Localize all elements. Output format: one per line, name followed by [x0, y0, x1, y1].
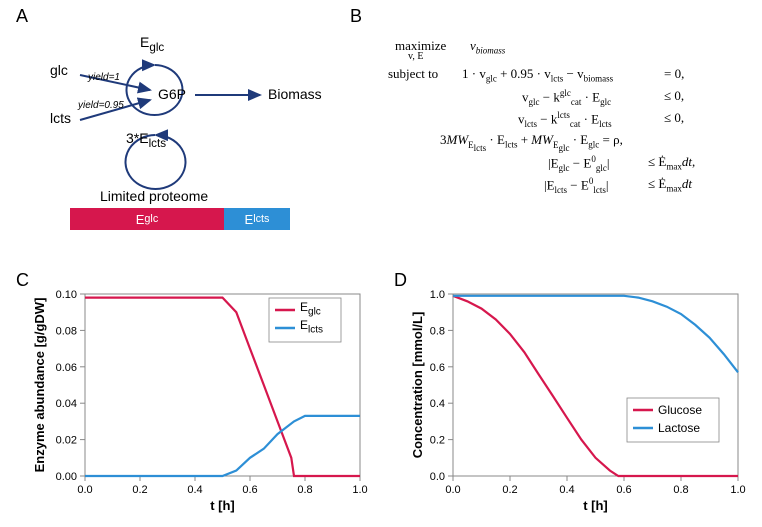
- xtick-label: 0.4: [559, 484, 574, 496]
- ytick-label: 0.6: [430, 362, 445, 374]
- diagram-biomass-label: Biomass: [268, 86, 322, 102]
- eq2-rhs: ≤ 0,: [664, 88, 684, 104]
- diagram-yield1: yield=1: [88, 72, 120, 83]
- panel-label-c: C: [16, 270, 29, 291]
- xtick-label: 0.0: [445, 484, 460, 496]
- eq2-lhs: vglc − kglccat · Eglc: [522, 88, 611, 107]
- x-axis-title: t [h]: [583, 498, 608, 513]
- proteome-seg-elcts: Elcts: [224, 208, 290, 230]
- eq1-rhs: = 0,: [664, 66, 684, 82]
- eq-maximize-sub: v, E: [408, 51, 423, 62]
- ytick-label: 0.06: [56, 362, 77, 374]
- eq3-lhs: vlcts − klctscat · Elcts: [518, 110, 612, 129]
- ytick-label: 0.0: [430, 471, 445, 483]
- eq6-rhs: ≤ Ėmaxdt: [648, 176, 692, 194]
- ytick-label: 0.4: [430, 398, 445, 410]
- ytick-label: 0.02: [56, 435, 77, 447]
- legend-label: Lactose: [658, 421, 700, 435]
- eq5-rhs: ≤ Ėmaxdt,: [648, 154, 695, 172]
- eq5-lhs: |Eglc − E0glc|: [548, 154, 609, 173]
- series-Glucose: [453, 296, 738, 476]
- series-Lactose: [453, 296, 738, 373]
- series-E_lcts: [85, 416, 360, 476]
- ytick-label: 0.10: [56, 289, 77, 301]
- eq-obj: vbiomass: [470, 38, 505, 56]
- legend-label: Glucose: [658, 403, 702, 417]
- ytick-label: 0.2: [430, 435, 445, 447]
- xtick-label: 0.2: [132, 484, 147, 496]
- figure-root: A B C D glc lcts G6P Biomass Eglc 3*Elct…: [0, 0, 762, 527]
- panel-label-d: D: [394, 270, 407, 291]
- xtick-label: 1.0: [352, 484, 367, 496]
- eq1-lhs: 1 · vglc + 0.95 · vlcts − vbiomass: [462, 66, 613, 84]
- xtick-label: 0.0: [77, 484, 92, 496]
- plot-c: 0.0 0.2 0.4 0.6 0.8 1.0 0.00 0.02 0.04 0.06 0.08 0.…: [30, 288, 370, 516]
- ytick-label: 0.08: [56, 325, 77, 337]
- x-axis-title: t [h]: [210, 498, 235, 513]
- limited-proteome-bar: Eglc Elcts: [70, 208, 290, 230]
- diagram-elcts: 3*Elcts: [126, 130, 166, 150]
- proteome-seg-eglc: Eglc: [70, 208, 224, 230]
- ytick-label: 0.04: [56, 398, 77, 410]
- diagram-yield2: yield=0.95: [78, 100, 124, 111]
- plot-d: 0.0 0.2 0.4 0.6 0.8 1.0 0.0 0.2 0.4 0.6 0.8 1.0 t [h…: [408, 288, 748, 516]
- diagram-lcts-label: lcts: [50, 110, 71, 126]
- legend-label: Eglc: [300, 300, 342, 318]
- xtick-label: 1.0: [730, 484, 745, 496]
- axis-box: [453, 294, 738, 476]
- eq3-rhs: ≤ 0,: [664, 110, 684, 126]
- xtick-label: 0.2: [502, 484, 517, 496]
- diagram-glc-label: glc: [50, 62, 68, 78]
- limited-proteome-title: Limited proteome: [100, 188, 208, 204]
- xtick-label: 0.6: [616, 484, 631, 496]
- ytick-label: 0.8: [430, 325, 445, 337]
- ytick-label: 0.00: [56, 471, 77, 483]
- eq-subjectto: subject to: [388, 66, 438, 82]
- legend-label: Elcts: [300, 318, 342, 336]
- ytick-label: 1.0: [430, 289, 445, 301]
- y-axis-title: Enzyme abundance [g/gDW]: [32, 298, 47, 473]
- eq4: 3MWElcts · Elcts + MWEglc · Eglc = ρ,: [440, 132, 623, 152]
- xtick-label: 0.4: [187, 484, 202, 496]
- diagram-g6p-label: G6P: [158, 86, 186, 102]
- diagram-eglc: Eglc: [140, 34, 164, 54]
- xtick-label: 0.8: [673, 484, 688, 496]
- xtick-label: 0.6: [242, 484, 257, 496]
- y-axis-title: Concentration [mmol/L]: [410, 312, 425, 459]
- eq6-lhs: |Elcts − E0lcts|: [544, 176, 608, 195]
- xtick-label: 0.8: [297, 484, 312, 496]
